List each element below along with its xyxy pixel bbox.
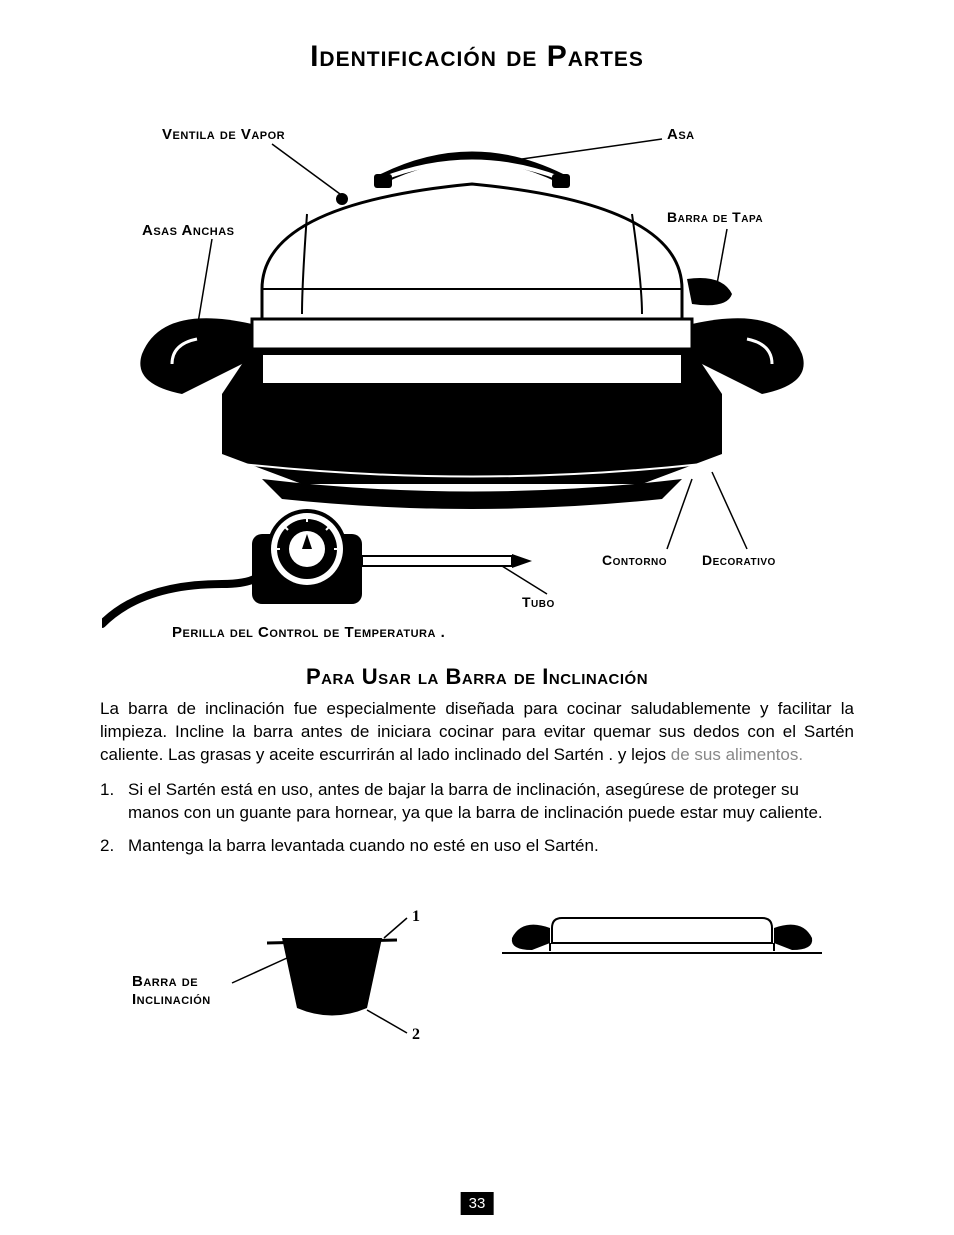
list-item-1: 1. Si el Sartén está en uso, antes de ba… — [100, 779, 854, 825]
label-ventila: Ventila de Vapor — [162, 126, 285, 143]
tilt-bar-illustration — [102, 878, 852, 1078]
list-body-2: Mantenga la barra levantada cuando no es… — [128, 835, 854, 858]
label-num1: 1 — [412, 908, 421, 926]
list-item-2: 2. Mantenga la barra levantada cuando no… — [100, 835, 854, 858]
label-contorno: Contorno — [602, 552, 667, 568]
label-perilla: Perilla del Control de Temperatura . — [172, 624, 445, 641]
list-num-1: 1. — [100, 779, 128, 825]
main-title: Identificación de Partes — [100, 40, 854, 74]
parts-diagram: Ventila de Vapor Asa Asas Anchas Barra d… — [102, 84, 852, 644]
subtitle: Para Usar la Barra de Inclinación — [100, 664, 854, 690]
label-tubo: Tubo — [522, 594, 555, 610]
para-faded: de sus alimentos. — [671, 745, 803, 764]
label-barra-inc-1: Barra de — [132, 973, 198, 990]
label-barra-inc-2: Inclinación — [132, 991, 211, 1008]
list-body-1: Si el Sartén está en uso, antes de bajar… — [128, 779, 854, 825]
label-asas-anchas: Asas Anchas — [142, 222, 235, 239]
label-asa: Asa — [667, 126, 695, 143]
label-num2: 2 — [412, 1026, 421, 1044]
bottom-diagrams: 1 2 Barra de Inclinación — [102, 878, 852, 1078]
intro-paragraph: La barra de inclinación fue especialment… — [100, 698, 854, 767]
list-num-2: 2. — [100, 835, 128, 858]
page-number: 33 — [461, 1192, 494, 1215]
label-barra-tapa: Barra de Tapa — [667, 209, 763, 225]
label-decorativo: Decorativo — [702, 552, 776, 568]
